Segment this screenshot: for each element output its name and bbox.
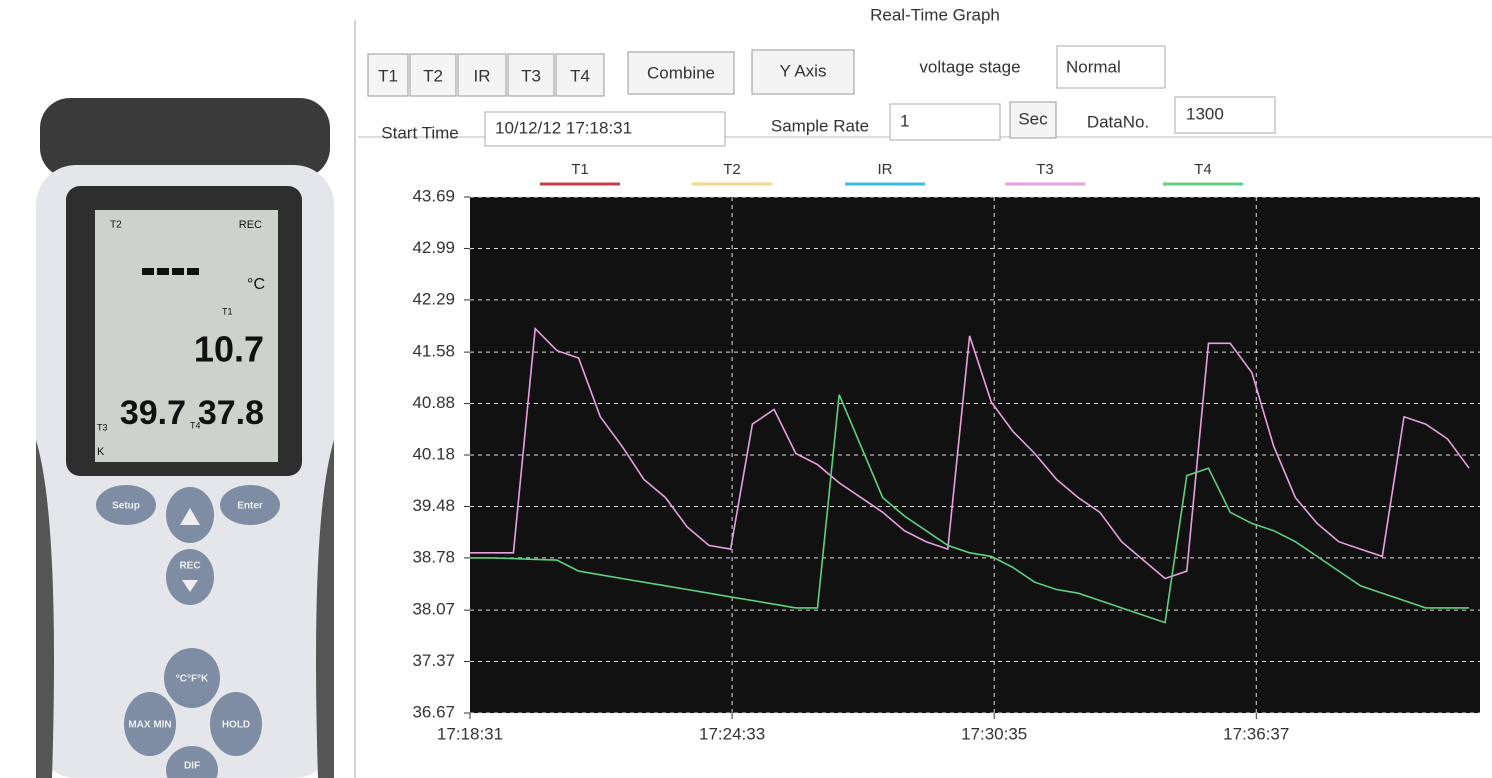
device-button-label: Enter	[237, 501, 263, 512]
channel-button-label: T3	[521, 66, 541, 85]
device-button-label: HOLD	[222, 720, 250, 731]
channel-button-label: IR	[474, 66, 491, 85]
channel-button-label: T4	[570, 66, 590, 85]
y-tick-label: 37.37	[412, 651, 455, 670]
y-tick-label: 42.29	[412, 289, 455, 308]
lcd-label: K	[97, 446, 105, 458]
x-tick-label: 17:36:37	[1223, 724, 1289, 743]
lcd-value: 39.7	[120, 394, 186, 432]
lcd-unit: °C	[247, 276, 265, 293]
screenshot: T2 REC °C T1 10.7 39.7 T4 37.8 T3 K Setu…	[0, 0, 1492, 778]
legend-label: T3	[1036, 161, 1054, 178]
channel-button-label: T1	[378, 66, 398, 85]
chart: 36.67 37.37 38.07 38.78 39.48 40.18 40.88 41.58…	[412, 161, 1480, 744]
start-time-value: 10/12/12 17:18:31	[495, 118, 632, 137]
device-button[interactable]	[166, 549, 214, 605]
device-button-label: °C°F°K	[176, 674, 209, 685]
sample-rate-unit: Sec	[1018, 109, 1048, 128]
meter-device: T2 REC °C T1 10.7 39.7 T4 37.8 T3 K Setu…	[36, 98, 334, 778]
data-no-value: 1300	[1186, 104, 1224, 123]
start-time-label: Start Time	[381, 123, 458, 142]
y-axis-button-label: Y Axis	[780, 61, 827, 80]
lcd-value: 10.7	[194, 329, 264, 370]
device-button-label: DIF	[184, 761, 200, 772]
x-tick-label: 17:18:31	[437, 724, 503, 743]
lcd-label: REC	[239, 219, 262, 231]
device-button-label: Setup	[112, 501, 140, 512]
x-tick-label: 17:30:35	[961, 724, 1027, 743]
lcd-value: 37.8	[198, 394, 264, 432]
window-title: Real-Time Graph	[870, 5, 1000, 24]
channel-button-label: T2	[423, 66, 443, 85]
y-tick-label: 42.99	[412, 238, 455, 257]
y-tick-label: 40.88	[412, 393, 455, 412]
data-no-label: DataNo.	[1087, 112, 1149, 131]
y-tick-label: 43.69	[412, 186, 455, 205]
y-tick-label: 36.67	[412, 702, 455, 721]
voltage-stage-value: Normal	[1066, 57, 1121, 76]
legend-label: IR	[878, 161, 893, 178]
lcd-label: T1	[222, 306, 233, 316]
voltage-stage-label: voltage stage	[919, 57, 1020, 76]
y-tick-label: 38.78	[412, 547, 455, 566]
y-tick-label: 38.07	[412, 600, 455, 619]
device-button-label: MAX MIN	[128, 720, 171, 731]
combine-button-label: Combine	[647, 63, 715, 82]
y-tick-label: 40.18	[412, 444, 455, 463]
legend-label: T1	[571, 161, 589, 178]
lcd-dash	[172, 268, 184, 275]
legend-label: T2	[723, 161, 741, 178]
device-button-label: REC	[179, 561, 200, 572]
y-tick-label: 41.58	[412, 342, 455, 361]
channel-buttons: T1 T2 IR T3 T4	[368, 54, 604, 96]
lcd-label: T2	[110, 220, 122, 231]
sample-rate-value: 1	[900, 111, 909, 130]
lcd-dash	[187, 268, 199, 275]
lcd-dash	[142, 268, 154, 275]
y-tick-label: 39.48	[412, 496, 455, 515]
lcd-dash	[157, 268, 169, 275]
legend-label: T4	[1194, 161, 1212, 178]
sample-rate-label: Sample Rate	[771, 116, 869, 135]
lcd-label: T3	[97, 422, 108, 432]
x-tick-label: 17:24:33	[699, 724, 765, 743]
